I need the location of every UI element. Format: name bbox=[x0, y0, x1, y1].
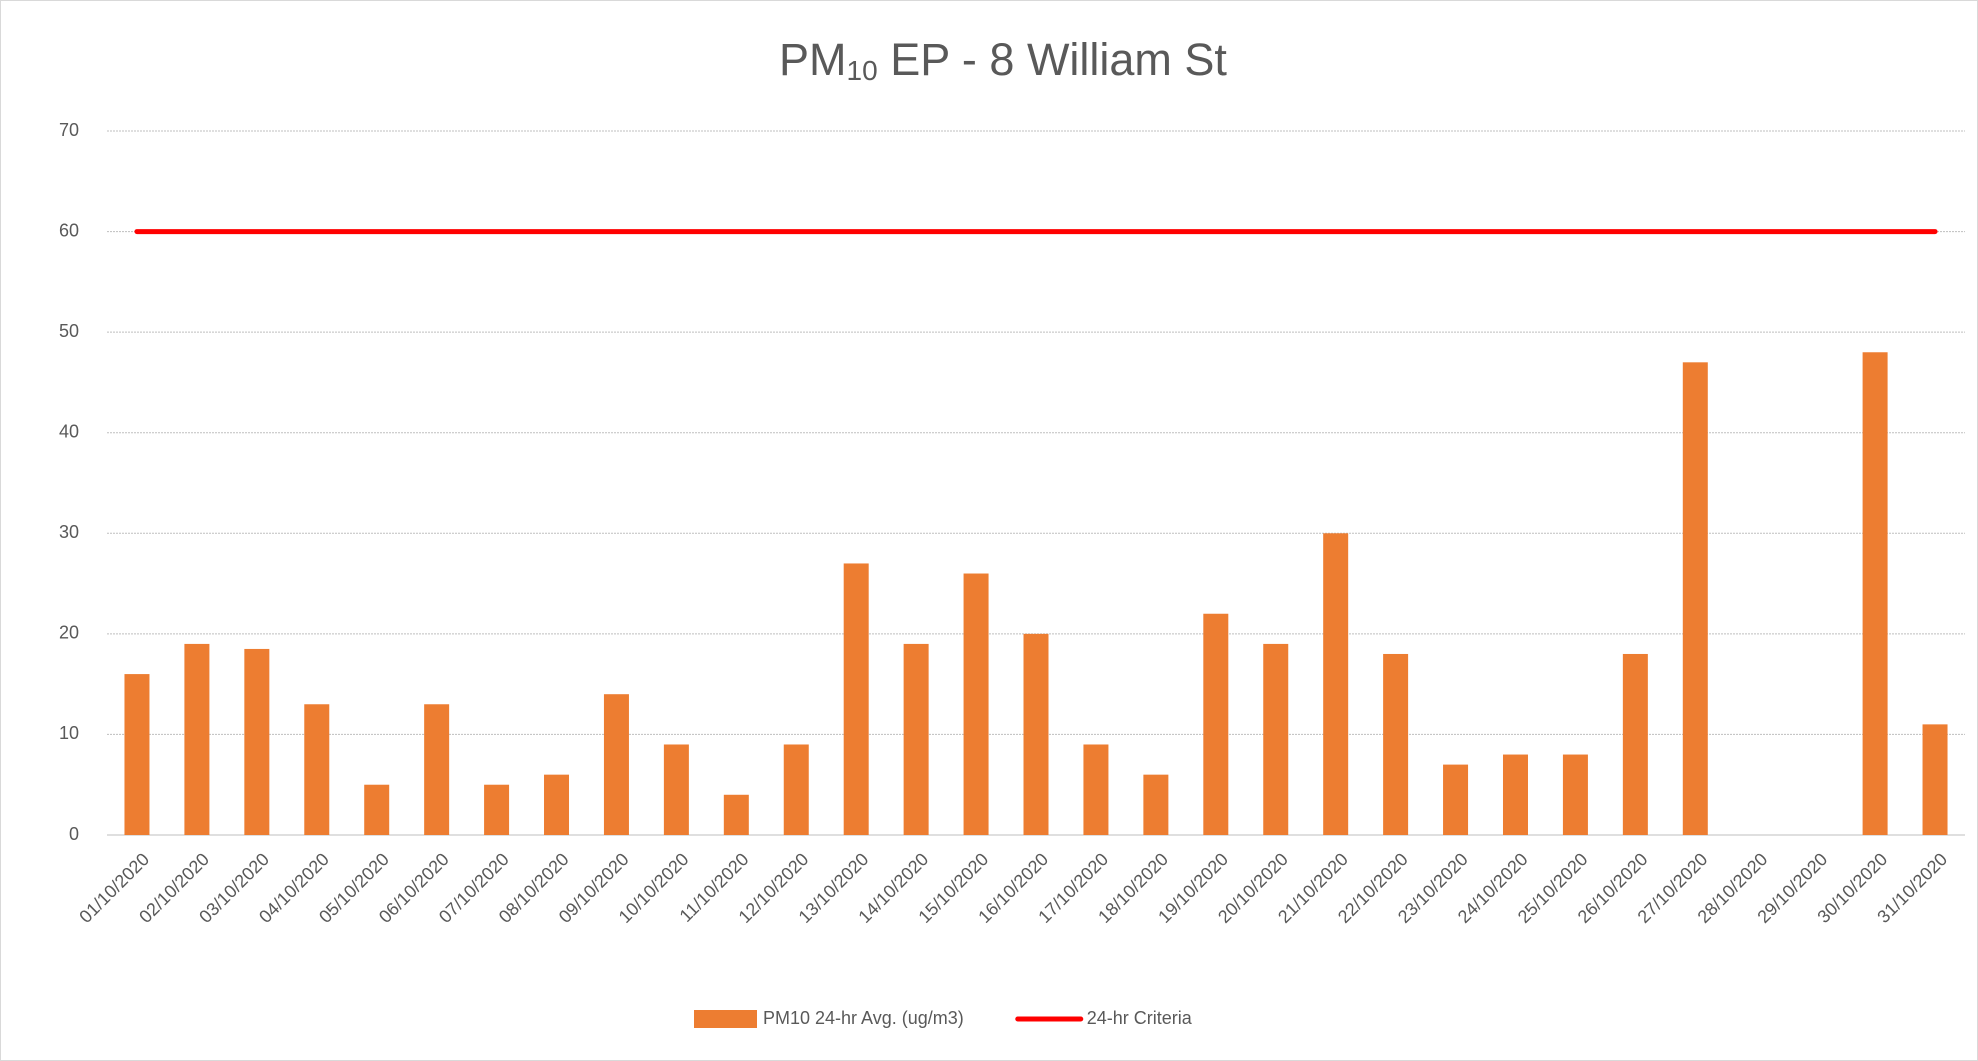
bar bbox=[1622, 653, 1648, 835]
bar bbox=[484, 784, 510, 835]
y-tick-label: 10 bbox=[59, 723, 79, 743]
y-tick-label: 20 bbox=[59, 623, 79, 643]
y-tick-label: 60 bbox=[59, 220, 79, 240]
bar bbox=[1383, 653, 1409, 835]
bar bbox=[843, 563, 869, 835]
bar bbox=[1083, 744, 1109, 835]
bar bbox=[723, 794, 749, 835]
bar bbox=[1023, 633, 1049, 835]
bar bbox=[184, 643, 210, 835]
title-rest: EP - 8 William St bbox=[878, 34, 1228, 85]
bar bbox=[304, 704, 330, 835]
y-tick-label: 30 bbox=[59, 522, 79, 542]
bar bbox=[124, 674, 150, 835]
bar bbox=[1143, 774, 1169, 835]
legend-label: 24-hr Criteria bbox=[1087, 1008, 1193, 1028]
bar bbox=[963, 573, 989, 835]
legend-swatch bbox=[694, 1010, 757, 1028]
bar bbox=[783, 744, 809, 835]
y-tick-label: 70 bbox=[59, 120, 79, 140]
bar bbox=[1443, 764, 1469, 835]
bar bbox=[544, 774, 570, 835]
bar bbox=[663, 744, 689, 835]
bar bbox=[1502, 754, 1528, 835]
legend-label: PM10 24-hr Avg. (ug/m3) bbox=[763, 1008, 964, 1028]
y-tick-label: 40 bbox=[59, 421, 79, 441]
bar bbox=[1922, 724, 1948, 835]
bar bbox=[903, 643, 929, 835]
chart-title: PM10 EP - 8 William St bbox=[779, 34, 1227, 87]
bar bbox=[1862, 352, 1888, 835]
y-tick-label: 0 bbox=[69, 824, 79, 844]
bar bbox=[1263, 643, 1289, 835]
bar bbox=[364, 784, 390, 835]
bar bbox=[603, 694, 629, 835]
title-main: PM bbox=[779, 34, 847, 85]
bar bbox=[244, 648, 270, 835]
bar bbox=[424, 704, 450, 835]
bar bbox=[1562, 754, 1588, 835]
y-tick-label: 50 bbox=[59, 321, 79, 341]
title-subscript: 10 bbox=[847, 55, 878, 86]
bar bbox=[1203, 613, 1229, 835]
bar bbox=[1682, 362, 1708, 835]
bar bbox=[1323, 533, 1349, 835]
